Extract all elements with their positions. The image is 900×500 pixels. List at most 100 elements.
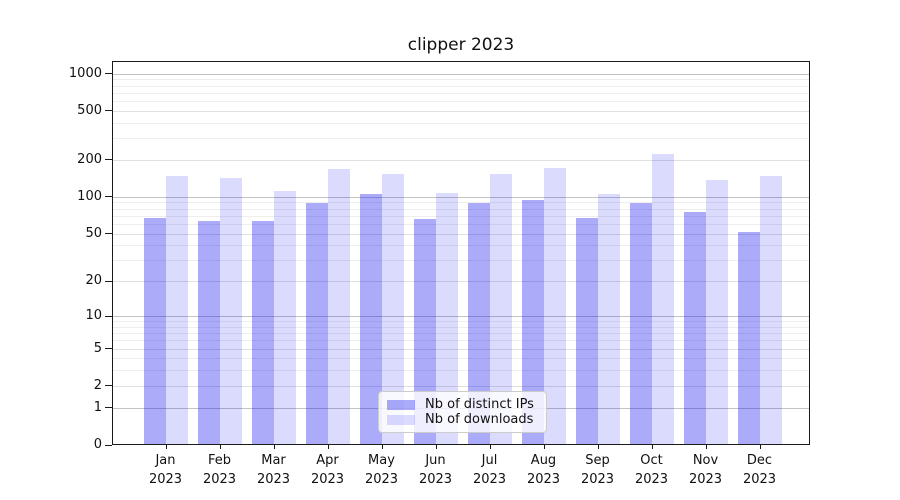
- y-tick-label: 2: [93, 377, 102, 393]
- y-tick-label: 1: [93, 399, 102, 415]
- bar: [651, 154, 674, 445]
- gridline: [112, 326, 810, 328]
- gridline: [112, 340, 810, 342]
- gridline: [112, 79, 810, 81]
- bar: [435, 193, 458, 445]
- gridline: [112, 233, 810, 235]
- x-tick-label: Dec 2023: [742, 453, 777, 487]
- x-tick-mark: [327, 445, 329, 449]
- x-tick-label: Oct 2023: [634, 453, 669, 487]
- x-tick-mark: [165, 445, 167, 449]
- bar: [197, 221, 220, 445]
- y-tick-label: 1000: [68, 65, 102, 81]
- y-tick-label: 0: [93, 437, 102, 452]
- y-tick-mark: [105, 385, 112, 387]
- bar: [165, 176, 188, 445]
- y-tick-mark: [105, 280, 112, 282]
- x-tick-label: Feb 2023: [202, 453, 237, 487]
- legend: Nb of distinct IPs Nb of downloads: [378, 391, 547, 433]
- x-tick-mark: [381, 445, 383, 449]
- y-tick-label: 200: [77, 151, 102, 167]
- gridline: [112, 348, 810, 350]
- x-tick-label: May 2023: [364, 453, 399, 487]
- x-tick-label: Apr 2023: [310, 453, 345, 487]
- x-tick-label: Jan 2023: [148, 453, 183, 487]
- y-tick-label: 100: [77, 188, 102, 204]
- bar: [543, 167, 566, 445]
- x-tick-label: Jun 2023: [418, 453, 453, 487]
- gridline: [112, 358, 810, 360]
- gridline: [112, 316, 810, 318]
- gridline: [112, 370, 810, 372]
- gridline: [112, 333, 810, 335]
- bar: [413, 218, 436, 445]
- y-tick-mark: [105, 73, 112, 75]
- gridline: [112, 110, 810, 112]
- gridline: [112, 122, 810, 124]
- legend-swatch-downloads: [387, 414, 415, 425]
- y-tick-label: 20: [85, 273, 102, 289]
- plot-area: [112, 61, 810, 445]
- x-tick-mark: [597, 445, 599, 449]
- gridline: [112, 223, 810, 225]
- x-tick-mark: [273, 445, 275, 449]
- gridline: [112, 196, 810, 198]
- x-tick-mark: [543, 445, 545, 449]
- bar: [521, 200, 544, 445]
- y-tick-mark: [105, 110, 112, 112]
- bar: [251, 221, 274, 445]
- y-tick-label: 50: [85, 225, 102, 241]
- x-tick-mark: [759, 445, 761, 449]
- bar: [359, 194, 382, 445]
- y-tick-mark: [105, 315, 112, 317]
- x-tick-label: Aug 2023: [526, 453, 561, 487]
- gridline: [112, 100, 810, 102]
- bar: [305, 202, 328, 445]
- gridline: [112, 202, 810, 204]
- y-tick-mark: [105, 407, 112, 409]
- gridline: [112, 260, 810, 262]
- legend-item-downloads: Nb of downloads: [387, 412, 538, 427]
- gridline: [112, 159, 810, 161]
- bar: [575, 218, 598, 445]
- bar: [273, 190, 296, 445]
- gridline: [112, 208, 810, 210]
- x-tick-mark: [435, 445, 437, 449]
- y-tick-label: 500: [77, 102, 102, 118]
- legend-item-distinct-ips: Nb of distinct IPs: [387, 397, 538, 412]
- gridline: [112, 385, 810, 387]
- x-tick-label: Mar 2023: [256, 453, 291, 487]
- bar: [705, 180, 728, 445]
- chart-title: clipper 2023: [407, 35, 515, 55]
- bar: [597, 193, 620, 445]
- y-tick-mark: [105, 348, 112, 350]
- y-tick-mark: [105, 233, 112, 235]
- bar: [489, 173, 512, 445]
- x-tick-mark: [705, 445, 707, 449]
- gridline: [112, 138, 810, 140]
- bar: [327, 168, 350, 445]
- x-tick-label: Jul 2023: [472, 453, 507, 487]
- bar: [143, 218, 166, 445]
- legend-label-downloads: Nb of downloads: [425, 412, 534, 427]
- x-tick-mark: [219, 445, 221, 449]
- gridline: [112, 245, 810, 247]
- gridline: [112, 281, 810, 283]
- bar: [467, 202, 490, 445]
- y-tick-mark: [105, 196, 112, 198]
- legend-swatch-distinct-ips: [387, 399, 415, 410]
- x-tick-mark: [489, 445, 491, 449]
- bar: [381, 173, 404, 445]
- legend-label-distinct-ips: Nb of distinct IPs: [425, 397, 534, 412]
- y-tick-mark: [105, 159, 112, 161]
- bar: [737, 231, 760, 445]
- x-tick-label: Sep 2023: [580, 453, 615, 487]
- gridline: [112, 92, 810, 94]
- bar: [629, 203, 652, 445]
- gridline: [112, 215, 810, 217]
- y-tick-label: 10: [85, 308, 102, 324]
- gridline: [112, 321, 810, 323]
- gridline: [112, 73, 810, 75]
- y-tick-label: 5: [93, 340, 102, 356]
